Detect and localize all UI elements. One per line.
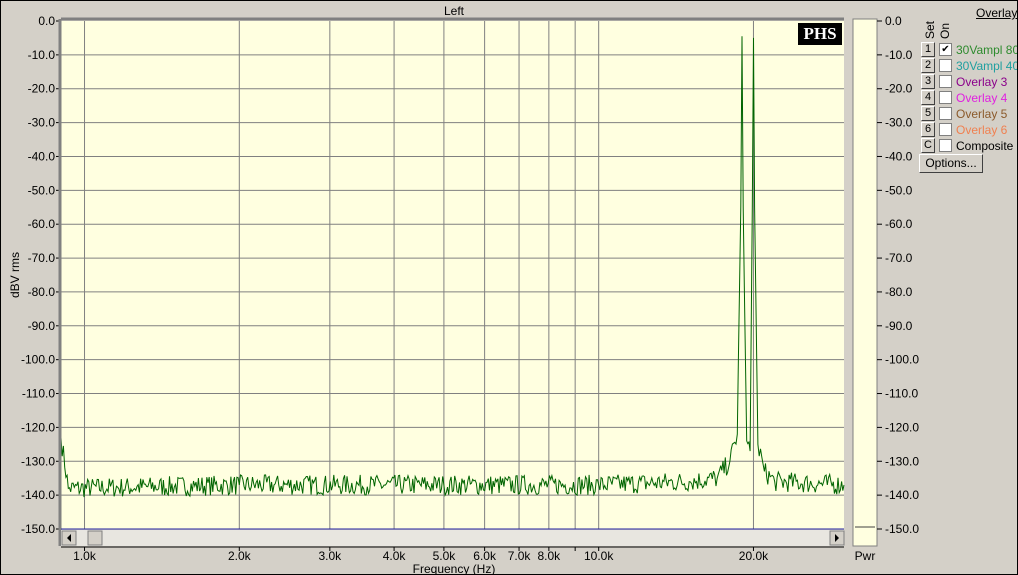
y-tick-label: -110.0 — [22, 387, 55, 401]
y-tick-label: -100.0 — [21, 353, 55, 367]
arrow-left-icon — [67, 534, 71, 542]
x-tick-label: 5.0k — [433, 549, 457, 563]
overlay-label: Overlay 6 — [956, 122, 1008, 137]
pwr-tick-label: -10.0 — [885, 48, 913, 62]
x-tick-label: 20.0k — [739, 549, 769, 563]
overlay-label: Overlay 4 — [956, 90, 1008, 105]
pwr-tick-label: -20.0 — [885, 82, 913, 96]
pwr-tick-label: -40.0 — [885, 149, 913, 163]
overlay-checkbox[interactable] — [939, 91, 952, 104]
y-tick-label: -150.0 — [21, 522, 55, 536]
y-tick-label: -130.0 — [21, 454, 55, 468]
x-tick-label: 6.0k — [473, 549, 497, 563]
power-meter — [852, 18, 878, 547]
y-axis-label: dBV rms — [8, 252, 22, 298]
overlays-title: Overlays — [976, 6, 1018, 20]
overlay-label: Composite — [956, 138, 1014, 153]
phs-logo: PHS — [798, 23, 842, 45]
overlay-row-1: 1 ✔ 30Vampl 80 — [921, 42, 1018, 57]
arrow-right-icon — [835, 534, 839, 542]
overlay-checkbox[interactable] — [939, 123, 952, 136]
x-axis-label: Frequency (Hz) — [413, 562, 496, 575]
overlay-checkbox[interactable] — [939, 59, 952, 72]
horizontal-scrollbar[interactable] — [61, 530, 844, 546]
overlay-set-button[interactable]: 4 — [921, 90, 935, 105]
y-tick-label: -60.0 — [28, 217, 56, 231]
pwr-tick-label: -60.0 — [885, 217, 913, 231]
x-tick-label: 4.0k — [383, 549, 407, 563]
y-tick-label: -10.0 — [28, 48, 56, 62]
scroll-thumb[interactable] — [87, 530, 103, 546]
chart-title: Left — [444, 4, 465, 18]
overlay-checkbox[interactable] — [939, 75, 952, 88]
overlay-row-C: C Composite — [921, 138, 1013, 153]
y-tick-label: -140.0 — [21, 488, 55, 502]
x-tick-label: 7.0k — [508, 549, 532, 563]
pwr-tick-label: -80.0 — [885, 285, 913, 299]
y-tick-label: -20.0 — [28, 82, 56, 96]
pwr-tick-label: -120.0 — [885, 420, 919, 434]
x-tick-label: 1.0k — [73, 549, 97, 563]
overlay-set-button[interactable]: 6 — [921, 122, 935, 137]
y-tick-label: -90.0 — [28, 319, 56, 333]
overlay-label: 30Vampl 40 — [956, 58, 1018, 73]
pwr-tick-label: -110.0 — [885, 387, 918, 401]
pwr-tick-label: -70.0 — [885, 251, 913, 265]
y-tick-label: -40.0 — [28, 149, 56, 163]
overlay-row-5: 5 Overlay 5 — [921, 106, 1007, 121]
x-tick-label: 2.0k — [228, 549, 252, 563]
pwr-tick-label: -130.0 — [885, 454, 919, 468]
overlay-label: 30Vampl 80 — [956, 42, 1018, 57]
plot-area — [61, 21, 844, 529]
x-tick-label: 10.0k — [584, 549, 614, 563]
pwr-tick-label: -30.0 — [885, 116, 913, 130]
series-trace — [60, 36, 845, 498]
overlay-label: Overlay 5 — [956, 106, 1008, 121]
pwr-label: Pwr — [855, 549, 876, 563]
overlay-set-button[interactable]: 2 — [921, 58, 935, 73]
y-tick-label: -70.0 — [28, 251, 56, 265]
x-tick-label: 8.0k — [538, 549, 562, 563]
y-tick-label: -120.0 — [21, 420, 55, 434]
y-tick-label: 0.0 — [38, 14, 55, 28]
overlay-label: Overlay 3 — [956, 74, 1008, 89]
x-tick-label: 3.0k — [318, 549, 342, 563]
on-header: On — [938, 22, 952, 39]
overlay-checkbox[interactable] — [939, 139, 952, 152]
pwr-tick-label: -150.0 — [885, 522, 919, 536]
overlay-set-button[interactable]: 3 — [921, 74, 935, 89]
overlay-set-button[interactable]: 1 — [921, 42, 935, 57]
overlay-row-6: 6 Overlay 6 — [921, 122, 1007, 137]
y-tick-label: -50.0 — [28, 183, 56, 197]
y-tick-label: -80.0 — [28, 285, 56, 299]
pwr-tick-label: -90.0 — [885, 319, 913, 333]
overlay-checkbox[interactable]: ✔ — [939, 43, 952, 56]
set-header: Set — [923, 20, 937, 39]
overlay-row-4: 4 Overlay 4 — [921, 90, 1007, 105]
overlay-set-button[interactable]: C — [921, 138, 935, 153]
checkmark-icon: ✔ — [941, 44, 950, 55]
pwr-tick-label: -100.0 — [885, 353, 919, 367]
overlay-set-button[interactable]: 5 — [921, 106, 935, 121]
overlay-row-2: 2 30Vampl 40 — [921, 58, 1018, 73]
options-button[interactable]: Options... — [919, 154, 983, 173]
pwr-tick-label: -50.0 — [885, 183, 913, 197]
overlay-row-3: 3 Overlay 3 — [921, 74, 1007, 89]
pwr-tick-label: 0.0 — [885, 14, 902, 28]
pwr-tick-label: -140.0 — [885, 488, 919, 502]
overlay-checkbox[interactable] — [939, 107, 952, 120]
y-tick-label: -30.0 — [28, 116, 56, 130]
